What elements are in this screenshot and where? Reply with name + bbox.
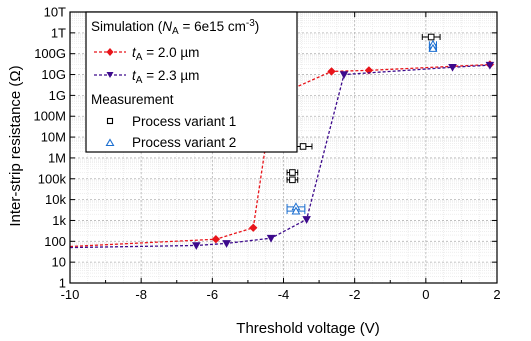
tick-labels: -10 -8 -6 -4 -2 0 2 1 10 100 1k 10k 100k 1M 10M 100M 1G 1… bbox=[33, 5, 500, 303]
y-tick-label: 10k bbox=[45, 192, 66, 207]
data-point bbox=[249, 223, 258, 232]
data-point bbox=[302, 216, 311, 224]
data-point bbox=[364, 66, 374, 75]
x-tick-label: -6 bbox=[207, 287, 219, 302]
legend-box bbox=[85, 11, 298, 153]
data-point bbox=[266, 234, 276, 243]
legend-label-ta-2-3: tA = 2.3 µm bbox=[132, 68, 199, 86]
data-point bbox=[192, 242, 201, 250]
legend-marker-variant-2 bbox=[105, 138, 115, 147]
y-tick-label: 10G bbox=[41, 67, 66, 82]
data-point bbox=[485, 61, 495, 70]
legend-label-ta-2-0: tA = 2.0 µm bbox=[132, 45, 199, 63]
x-tick-label: -10 bbox=[61, 287, 80, 302]
y-tick-label: 10T bbox=[44, 5, 66, 20]
x-tick-label: -4 bbox=[278, 287, 290, 302]
legend-entry-ta-2-3: tA = 2.3 µm bbox=[94, 68, 199, 86]
x-tick-label: 2 bbox=[493, 287, 500, 302]
y-tick-label: 1M bbox=[48, 150, 66, 165]
series-line-1 bbox=[69, 64, 490, 249]
y-tick-label: 1k bbox=[52, 213, 66, 228]
y-tick-label: 100M bbox=[33, 109, 66, 124]
data-point bbox=[289, 169, 296, 176]
legend-entry-variant-1: Process variant 1 bbox=[106, 114, 236, 129]
y-tick-label: 100 bbox=[44, 234, 66, 249]
y-axis-title: Inter-strip resistance (Ω) bbox=[7, 65, 24, 226]
legend: Simulation (NA = 6e15 cm-3) tA = 2.0 µm … bbox=[85, 11, 298, 153]
y-tick-label: 1T bbox=[51, 25, 66, 40]
legend-entry-ta-2-0: tA = 2.0 µm bbox=[94, 45, 199, 63]
data-point bbox=[299, 143, 307, 150]
data-point bbox=[289, 176, 296, 184]
data-point bbox=[291, 206, 301, 215]
x-tick-label: -2 bbox=[349, 287, 361, 302]
data-point bbox=[327, 67, 336, 76]
legend-label-variant-1: Process variant 1 bbox=[132, 114, 236, 129]
legend-label-variant-2: Process variant 2 bbox=[132, 135, 236, 150]
legend-marker-ta-2-0 bbox=[106, 48, 114, 56]
y-tick-label: 1G bbox=[49, 88, 66, 103]
y-tick-label: 100k bbox=[38, 171, 67, 186]
data-point bbox=[448, 63, 457, 72]
legend-marker-variant-1 bbox=[106, 117, 114, 125]
data-point bbox=[428, 43, 438, 52]
legend-marker-ta-2-3 bbox=[106, 72, 114, 78]
y-tick-label: 1 bbox=[59, 276, 66, 291]
x-tick-label: -8 bbox=[135, 287, 147, 302]
legend-sim-header: Simulation (NA = 6e15 cm-3) bbox=[91, 18, 259, 37]
series-1 bbox=[69, 61, 495, 250]
legend-meas-header: Measurement bbox=[91, 92, 174, 107]
series-3 bbox=[286, 39, 438, 215]
y-tick-label: 100G bbox=[34, 46, 66, 61]
data-point bbox=[211, 235, 221, 244]
legend-entry-variant-2: Process variant 2 bbox=[105, 135, 236, 150]
data-point bbox=[222, 240, 231, 248]
x-tick-label: 0 bbox=[422, 287, 429, 302]
y-tick-label: 10 bbox=[52, 255, 66, 270]
y-tick-label: 10M bbox=[41, 130, 66, 145]
data-point bbox=[427, 33, 435, 41]
series-2 bbox=[286, 33, 441, 184]
data-point bbox=[339, 71, 349, 79]
x-axis-title: Threshold voltage (V) bbox=[236, 320, 379, 337]
